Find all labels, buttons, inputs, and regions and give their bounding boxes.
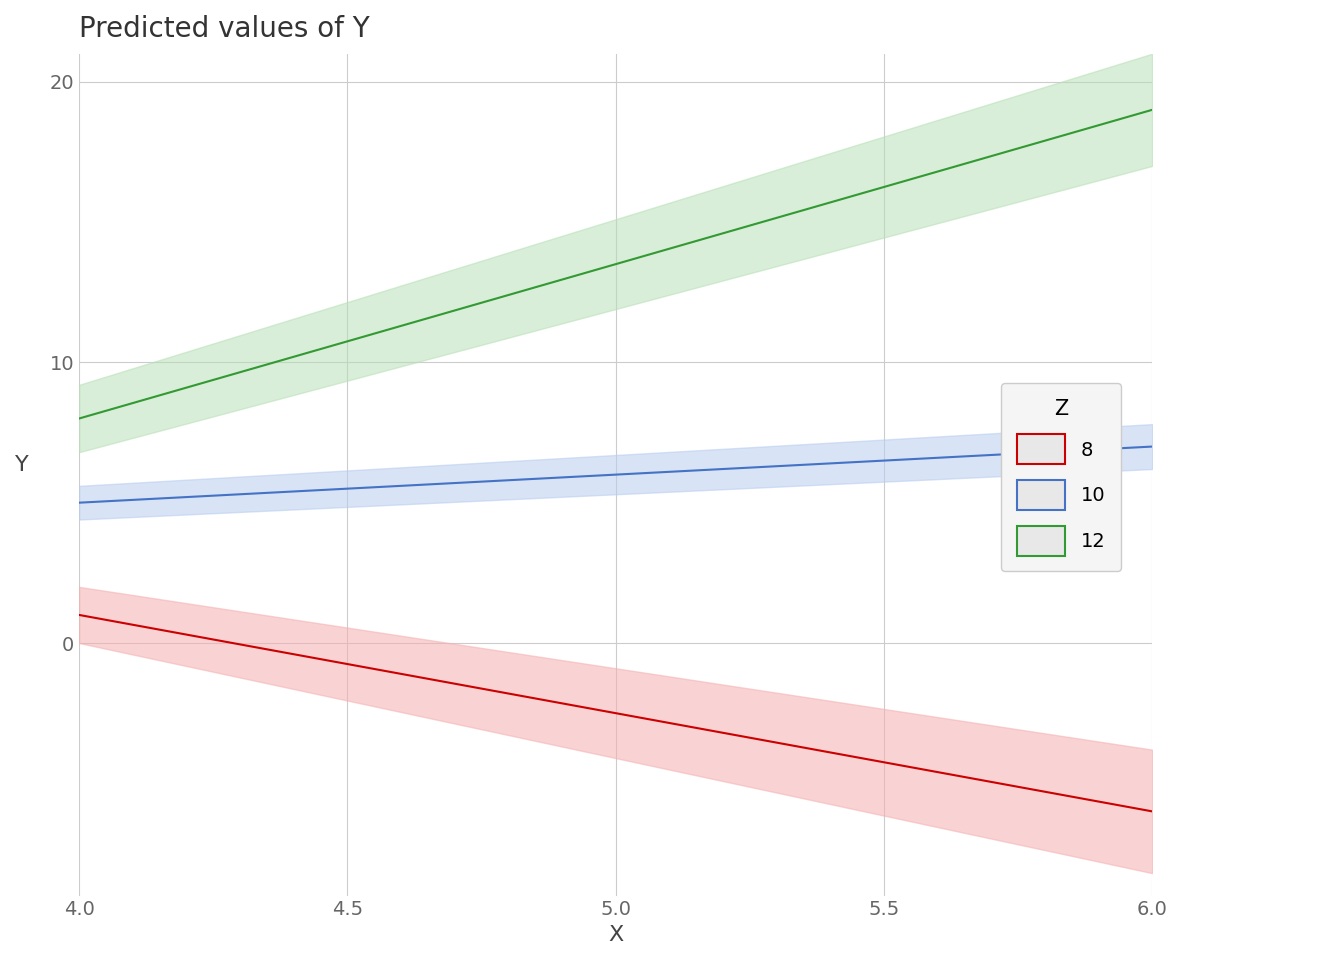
Text: Predicted values of Y: Predicted values of Y — [79, 15, 370, 43]
Legend: 8, 10, 12: 8, 10, 12 — [1001, 383, 1121, 571]
X-axis label: X: X — [607, 925, 624, 945]
Y-axis label: Y: Y — [15, 455, 28, 474]
